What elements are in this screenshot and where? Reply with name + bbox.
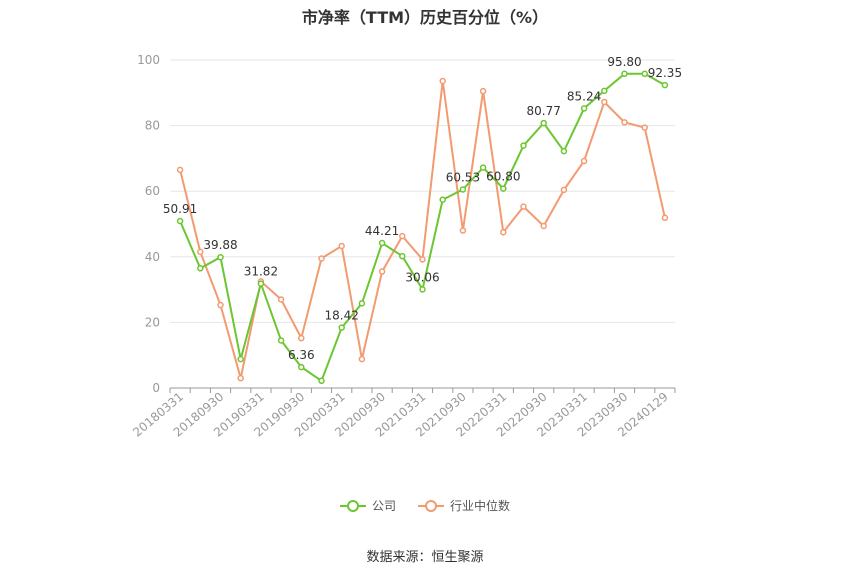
series-point-company [621, 70, 628, 78]
data-label: 39.88 [203, 238, 237, 252]
series-point-company [419, 286, 426, 293]
y-tick-label: 60 [145, 184, 160, 198]
legend-item-company[interactable]: 公司 [339, 497, 396, 514]
series-point-company [540, 119, 547, 127]
legend-marker-industry-icon [418, 499, 444, 513]
series-point-company [661, 81, 669, 89]
y-axis-ticks: 0 20 40 60 80 100 [137, 53, 160, 395]
series-point-company [459, 186, 467, 193]
series-point-company [318, 377, 325, 385]
series-point-company [358, 300, 366, 307]
y-tick-label: 20 [145, 315, 160, 329]
data-label: 95.80 [607, 55, 641, 69]
series-point-industry-median [217, 301, 224, 309]
legend-label-company: 公司 [371, 499, 396, 513]
data-label: 6.36 [288, 348, 315, 362]
series-point-industry-median [298, 334, 305, 342]
y-tick-label: 80 [145, 119, 160, 133]
data-label: 18.42 [325, 309, 359, 323]
series-point-industry-median [176, 166, 184, 174]
series-point-industry-median [459, 227, 467, 234]
series-point-industry-median [277, 296, 285, 303]
data-label: 85.24 [567, 89, 601, 103]
legend: 公司 行业中位数 [0, 497, 850, 514]
data-label: 80.77 [527, 104, 561, 118]
data-label: 30.06 [405, 270, 439, 284]
series-point-company [560, 147, 568, 155]
series-point-company [257, 280, 265, 287]
data-source: 数据来源：恒生聚源 [366, 550, 484, 565]
data-label: 60.53 [446, 170, 480, 184]
series-point-industry-median [560, 186, 568, 194]
legend-item-industry-median[interactable]: 行业中位数 [418, 497, 510, 514]
series-point-company [500, 185, 507, 192]
series-point-company [338, 324, 345, 331]
series-point-company [176, 217, 184, 225]
legend-marker-company-icon [339, 499, 366, 513]
series-point-industry-median [399, 232, 406, 240]
y-tick-label: 40 [145, 250, 160, 264]
series-point-industry-median [580, 157, 588, 165]
data-label: 60.80 [486, 170, 520, 184]
series-point-industry-median [601, 98, 608, 106]
series-point-company [237, 355, 244, 363]
data-label: 50.91 [163, 202, 197, 216]
series-point-industry-median [197, 248, 204, 256]
series-point-company [197, 265, 204, 272]
data-label: 92.35 [648, 66, 682, 80]
series-point-company [641, 70, 648, 78]
y-tick-label: 100 [137, 53, 160, 67]
data-label: 31.82 [244, 265, 278, 279]
series-point-company [298, 363, 305, 371]
y-tick-label: 0 [152, 381, 160, 395]
series-point-industry-median [439, 77, 446, 85]
x-axis: 2018033120180930201903312019093020200331… [130, 387, 676, 440]
series-point-industry-median [378, 268, 386, 275]
series-point-industry-median [520, 203, 527, 210]
series-lines [179, 72, 666, 383]
data-label: 44.21 [365, 224, 399, 238]
series-point-company [217, 253, 224, 261]
series-point-company [399, 252, 406, 260]
series-line-company [179, 72, 666, 383]
series-point-industry-median [338, 242, 345, 250]
series-point-company [601, 87, 608, 95]
series-point-company [378, 239, 386, 247]
data-labels: 50.91 39.88 31.82 6.36 18.42 44.21 30.06 60.53 6… [163, 55, 682, 362]
line-chart: 0 20 40 60 80 100 201803312018093020190331201… [130, 53, 682, 440]
series-point-industry-median [237, 374, 244, 382]
series-point-industry-median [479, 87, 487, 95]
series-point-company [277, 337, 285, 344]
series-point-industry-median [540, 222, 547, 230]
series-point-company [439, 196, 446, 203]
series-point-company [520, 142, 527, 149]
legend-label-industry-median: 行业中位数 [450, 499, 511, 513]
series-point-industry-median [358, 355, 366, 363]
chart-title: 市净率（TTM）历史百分位（%） [301, 8, 549, 27]
series-point-company [479, 164, 487, 171]
series-point-industry-median [661, 214, 669, 222]
series-points [176, 70, 669, 385]
series-point-industry-median [641, 124, 648, 131]
series-point-industry-median [621, 119, 628, 126]
series-point-industry-median [500, 228, 507, 236]
series-point-industry-median [318, 255, 325, 262]
series-point-industry-median [419, 256, 426, 263]
series-point-company [580, 105, 588, 112]
